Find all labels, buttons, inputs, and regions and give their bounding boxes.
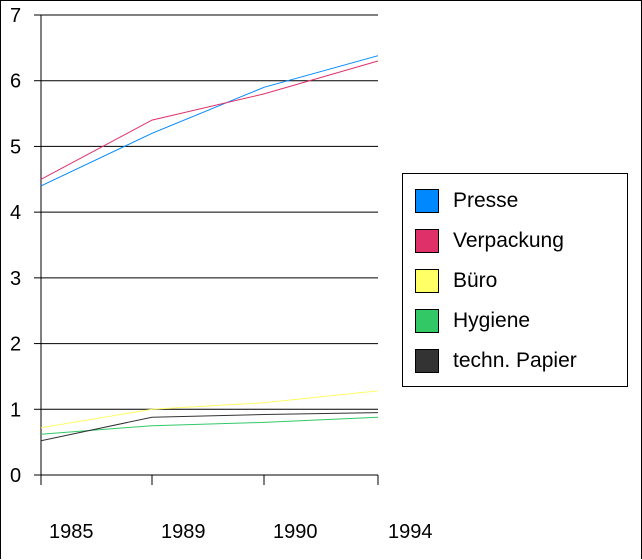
y-tick-label: 5 [10, 136, 21, 158]
legend: Presse Verpackung Büro Hygiene techn. Papier [402, 173, 628, 387]
y-tick-label: 4 [10, 202, 21, 224]
legend-label: Verpackung [453, 229, 564, 252]
x-tick-label: 1990 [273, 521, 318, 543]
y-tick-label: 2 [10, 334, 21, 356]
y-tick-label: 1 [10, 399, 21, 421]
axes [40, 15, 378, 485]
y-tick-label: 7 [10, 5, 21, 27]
series-lines [40, 55, 379, 442]
legend-label: Büro [453, 269, 498, 292]
x-axis-ticks: 1985 1989 1990 1994 [40, 475, 433, 543]
series-line-4 [40, 412, 379, 442]
x-tick-label: 1994 [388, 521, 433, 543]
y-axis-ticks: 0 1 2 3 4 5 6 7 [10, 5, 41, 487]
y-tick-label: 3 [10, 268, 21, 290]
legend-swatch [415, 269, 439, 293]
gridlines [41, 14, 378, 410]
legend-swatch [415, 229, 439, 253]
legend-item: Hygiene [415, 308, 530, 334]
series-line-3 [40, 416, 379, 435]
series-line-2 [40, 390, 379, 429]
legend-swatch [415, 349, 439, 373]
y-tick-label: 0 [10, 465, 21, 487]
legend-label: Hygiene [453, 309, 531, 332]
series-line-1 [40, 60, 379, 180]
legend-swatch [415, 309, 439, 333]
x-tick-label: 1985 [49, 521, 94, 543]
legend-label: Presse [453, 189, 519, 212]
legend-item: techn. Papier [415, 348, 577, 374]
legend-item: Presse [415, 188, 518, 214]
series-line-0 [40, 55, 379, 187]
y-tick-label: 6 [10, 71, 21, 93]
legend-swatch [415, 189, 439, 213]
x-tick-label: 1989 [161, 521, 206, 543]
legend-label: techn. Papier [453, 349, 577, 372]
legend-item: Verpackung [415, 228, 564, 254]
legend-item: Büro [415, 268, 497, 294]
